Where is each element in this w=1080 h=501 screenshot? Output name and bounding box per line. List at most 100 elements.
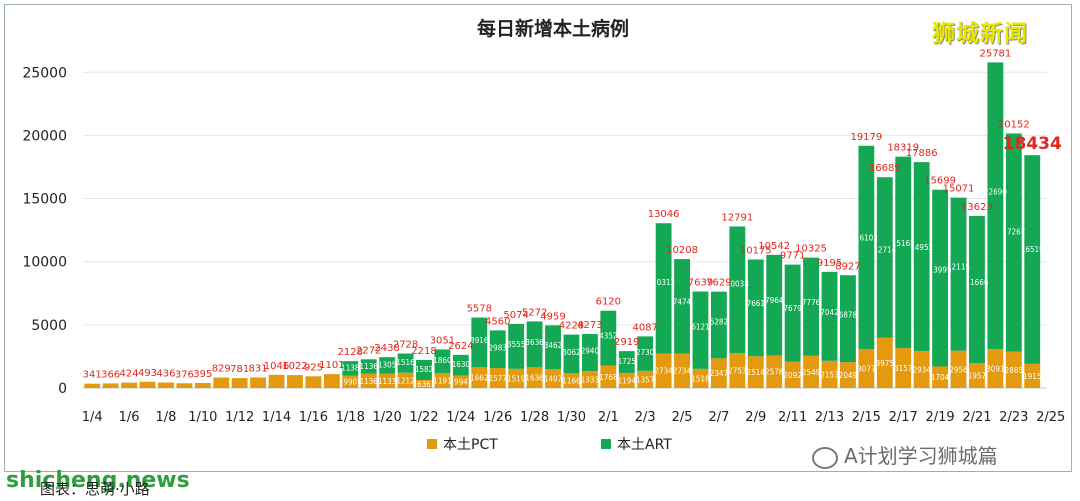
bar-segment-pct (287, 375, 303, 388)
bar-segment-art (545, 325, 561, 370)
pct-value-label: 3091 (986, 364, 1004, 373)
pct-value-label: 1704 (931, 373, 950, 382)
total-value-label: 341 (83, 370, 102, 381)
pct-value-label: 2092 (783, 371, 801, 380)
bar-segment-art (434, 349, 451, 373)
bar-segment-pct (1024, 363, 1041, 388)
total-value-label: 395 (193, 369, 212, 380)
pct-value-label: 2734 (654, 367, 673, 376)
art-value-label: 3555 (507, 340, 525, 349)
bar-segment-art (876, 177, 893, 338)
bar-segment-pct (729, 353, 746, 388)
legend-label-art: 本土ART (617, 437, 672, 453)
art-value-label: 10038 (726, 280, 749, 289)
total-value-label: 1022 (282, 361, 307, 372)
bar-segment-art (655, 223, 672, 354)
bar-segment-pct (600, 365, 617, 388)
x-tick-label: 2/1 (598, 410, 619, 425)
total-value-label: 15071 (943, 184, 975, 195)
bar-segment-pct (563, 373, 580, 388)
bar-segment-pct (876, 337, 893, 388)
bar-segment-pct (471, 367, 488, 388)
x-tick-label: 2/23 (999, 410, 1028, 425)
pct-value-label: 990 (343, 378, 357, 387)
art-value-label: 12714 (873, 245, 896, 254)
bar-segment-pct (969, 363, 985, 388)
total-value-label: 5578 (467, 304, 492, 315)
total-value-label: 12791 (721, 212, 753, 223)
bar-segment-art (821, 271, 838, 361)
pct-value-label: 1212 (396, 376, 414, 385)
total-value-label: 2624 (448, 341, 473, 352)
legend-label-pct: 本土PCT (443, 437, 498, 453)
art-value-label: 1860 (433, 356, 452, 365)
x-tick-label: 1/26 (483, 410, 512, 425)
x-tick-label: 1/18 (336, 410, 365, 425)
bar-segment-pct (950, 350, 967, 388)
pct-value-label: 1333 (581, 376, 599, 385)
x-tick-label: 1/4 (82, 410, 103, 425)
pct-value-label: 2153 (820, 370, 838, 379)
brand-logo-text: 狮城新闻 (932, 21, 1028, 47)
bar-segment-pct (747, 356, 764, 388)
art-value-label: 16519 (1021, 245, 1044, 254)
bar-segment-pct (895, 348, 912, 388)
total-value-label: 9195 (817, 258, 842, 269)
art-value-label: 3462 (544, 341, 562, 350)
art-value-label: 1582 (415, 365, 433, 374)
total-value-label: 5074 (503, 310, 528, 321)
bar-segment-pct (305, 376, 322, 388)
bar-segment-art (526, 321, 543, 368)
x-tick-label: 2/7 (708, 410, 729, 425)
x-tick-label: 1/30 (557, 410, 586, 425)
total-value-label: 2438 (374, 343, 399, 354)
bar-segment-art (895, 156, 912, 349)
x-tick-label: 2/21 (962, 410, 991, 425)
account-watermark: A计划学习狮城篇 (812, 440, 998, 469)
bar-segment-pct (323, 374, 340, 388)
art-value-label: 1138 (341, 364, 360, 373)
total-value-label: 1046 (264, 361, 289, 372)
total-value-label: 424 (120, 369, 139, 380)
bar-segment-pct (158, 382, 174, 388)
pct-value-label: 2049 (839, 371, 858, 380)
total-value-label: 366 (101, 369, 120, 380)
total-value-label: 13046 (648, 209, 680, 220)
bar-segment-pct (821, 360, 838, 388)
bar-segment-pct (637, 370, 654, 388)
total-value-label: 2272 (356, 345, 381, 356)
bar-segment-pct (416, 379, 432, 388)
bar-segment-pct (987, 348, 1004, 388)
total-value-label: 2218 (411, 346, 436, 357)
total-value-label: 831 (249, 364, 268, 375)
bar-segment-art (729, 226, 746, 354)
art-value-label: 7679 (783, 304, 802, 313)
total-value-label: 20152 (998, 119, 1030, 130)
x-tick-label: 1/22 (409, 410, 438, 425)
art-value-label: 1305 (378, 361, 396, 370)
total-value-label: 4959 (540, 311, 565, 322)
pct-value-label: 1166 (562, 377, 581, 386)
bar-segment-pct (213, 377, 230, 388)
total-value-label: 15699 (924, 176, 956, 187)
art-value-label: 1516 (396, 358, 415, 367)
total-value-label: 2728 (393, 340, 418, 351)
y-tick-label: 15000 (22, 192, 67, 208)
art-value-label: 2940 (581, 347, 600, 356)
pct-value-label: 2549 (802, 368, 821, 377)
x-tick-label: 1/8 (155, 410, 176, 425)
total-value-label: 18319 (887, 143, 919, 154)
bar-segment-art (452, 354, 469, 376)
x-tick-label: 2/11 (778, 410, 807, 425)
x-tick-label: 2/9 (745, 410, 766, 425)
pct-value-label: 1133 (378, 377, 396, 386)
y-tick-label: 20000 (22, 128, 67, 144)
total-value-label: 2128 (338, 347, 363, 358)
pct-value-label: 2934 (913, 365, 932, 374)
total-value-label: 19179 (850, 132, 882, 143)
bar-segment-pct (692, 368, 709, 388)
bar-segment-art (950, 197, 967, 351)
chart-title: 每日新增本土病例 (477, 17, 629, 40)
total-value-label: 3051 (430, 335, 455, 346)
art-value-label: 16102 (855, 233, 878, 242)
